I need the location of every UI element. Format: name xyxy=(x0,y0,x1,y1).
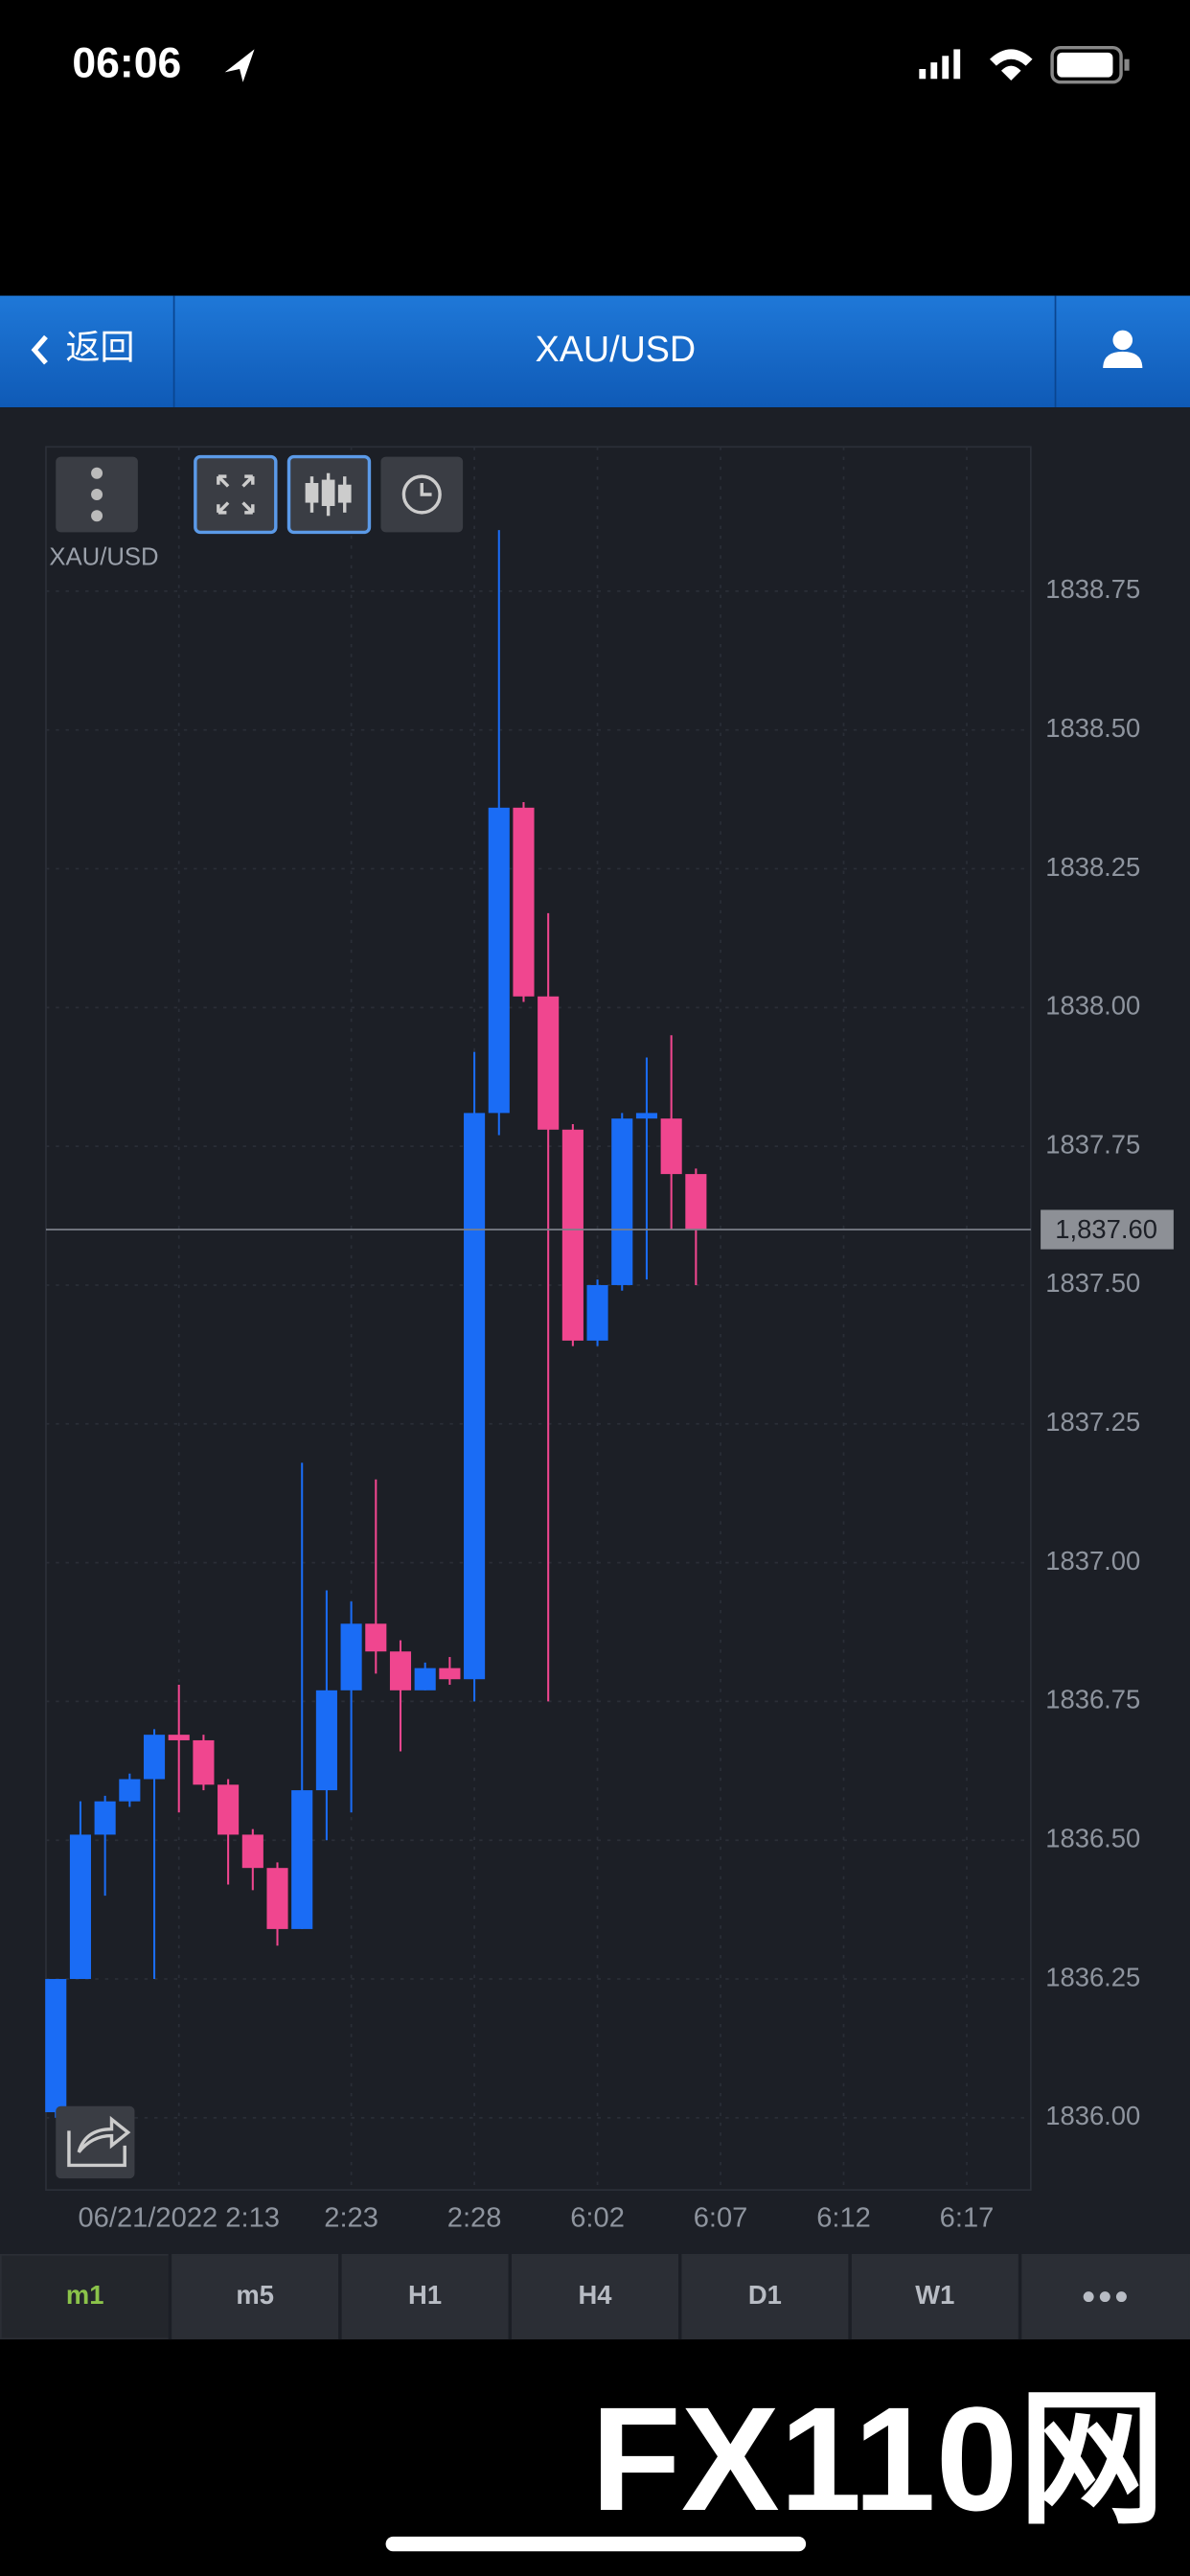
x-tick-label: 2:28 xyxy=(447,2203,502,2234)
y-tick-label: 1837.25 xyxy=(1045,1407,1140,1437)
more-dot xyxy=(1083,2291,1094,2303)
home-indicator xyxy=(385,2536,807,2552)
candle-body xyxy=(193,1739,215,1785)
y-tick-label: 1838.50 xyxy=(1045,713,1140,743)
candle-body xyxy=(217,1784,240,1835)
share-button[interactable] xyxy=(56,2105,135,2179)
share-icon xyxy=(67,2115,131,2168)
candle-body xyxy=(464,1113,486,1680)
more-dot xyxy=(1115,2291,1127,2303)
y-tick-label: 1837.75 xyxy=(1045,1129,1140,1159)
tab[interactable] xyxy=(172,2255,339,2338)
more-dot xyxy=(1099,2291,1110,2303)
current-price-label: 1,837.60 xyxy=(1055,1214,1157,1244)
location-icon xyxy=(224,49,255,82)
candle-body xyxy=(439,1668,461,1680)
tab[interactable] xyxy=(511,2255,679,2338)
candles xyxy=(45,530,707,2118)
grid xyxy=(45,447,1031,2191)
y-tick-label: 1836.00 xyxy=(1045,2101,1140,2130)
battery-icon xyxy=(1050,45,1130,84)
y-tick-label: 1836.50 xyxy=(1045,1823,1140,1852)
y-tick-label: 1838.00 xyxy=(1045,991,1140,1021)
y-tick-label: 1838.75 xyxy=(1045,574,1140,604)
fit-button[interactable] xyxy=(194,454,278,535)
fit-icon xyxy=(217,474,255,515)
back-button[interactable]: 返回 xyxy=(66,328,135,367)
current-price-box xyxy=(1041,1209,1174,1250)
candle-body xyxy=(586,1284,608,1341)
candle-body xyxy=(45,1979,67,2113)
tab-label: D1 xyxy=(748,2280,782,2310)
candle-body xyxy=(488,807,510,1114)
candle-body xyxy=(94,1801,116,1835)
tab[interactable] xyxy=(341,2255,509,2338)
candle-body xyxy=(513,807,535,997)
candle-body xyxy=(315,1690,337,1791)
y-tick-label: 1837.50 xyxy=(1045,1268,1140,1298)
tab-label: W1 xyxy=(915,2280,954,2310)
status-time: 06:06 xyxy=(72,39,181,86)
candle-body xyxy=(291,1790,313,1929)
candle-body xyxy=(241,1834,263,1869)
candle-body xyxy=(143,1735,166,1780)
tab[interactable] xyxy=(681,2255,849,2338)
tab-label: H4 xyxy=(578,2280,612,2310)
candle-body xyxy=(611,1118,633,1285)
user-icon[interactable] xyxy=(1103,330,1143,368)
chart-symbol: XAU/USD xyxy=(49,544,158,571)
candle-body xyxy=(69,1834,91,1980)
x-tick-label: 6:12 xyxy=(816,2203,871,2234)
menu-dots xyxy=(91,467,103,522)
x-tick-label: 6:07 xyxy=(694,2203,748,2234)
candle-body xyxy=(414,1668,436,1690)
y-tick-label: 1836.25 xyxy=(1045,1962,1140,1991)
y-tick-label: 1838.25 xyxy=(1045,852,1140,882)
candle-body xyxy=(635,1113,658,1119)
y-tick-label: 1836.75 xyxy=(1045,1685,1140,1714)
candle-body xyxy=(168,1735,190,1740)
tab[interactable] xyxy=(1,2255,169,2338)
candle-body xyxy=(660,1118,682,1175)
x-tick-label: 6:02 xyxy=(570,2203,625,2234)
x-tick-label: 06/21/2022 2:13 xyxy=(78,2203,279,2234)
plot-frame xyxy=(45,446,1032,2191)
candle-body xyxy=(538,996,560,1130)
timeframe-tabs: m1 m5 H1 H4 D1 W1 xyxy=(1,2254,1189,2340)
back-chevron[interactable] xyxy=(31,334,48,365)
candle-body xyxy=(685,1174,707,1230)
candle-body xyxy=(365,1623,387,1652)
tab[interactable] xyxy=(851,2255,1018,2338)
clock-icon xyxy=(401,474,442,515)
candle-icon xyxy=(305,472,352,517)
candle-body xyxy=(340,1623,362,1690)
candle-body xyxy=(266,1868,288,1929)
signal-icon xyxy=(919,49,961,80)
tab-label: m1 xyxy=(66,2280,104,2310)
nav-bar xyxy=(0,295,1190,408)
candle-body xyxy=(561,1129,584,1341)
watermark: FX110网 xyxy=(591,2376,1166,2542)
tab-label: m5 xyxy=(236,2280,274,2310)
candle-body xyxy=(119,1779,141,1802)
tab-label: H1 xyxy=(408,2280,442,2310)
nav-title: XAU/USD xyxy=(536,329,696,369)
candle-body xyxy=(389,1651,412,1690)
y-tick-label: 1837.00 xyxy=(1045,1546,1140,1576)
x-tick-label: 6:17 xyxy=(940,2203,995,2234)
x-tick-label: 2:23 xyxy=(324,2203,378,2234)
wifi-icon xyxy=(990,49,1033,80)
